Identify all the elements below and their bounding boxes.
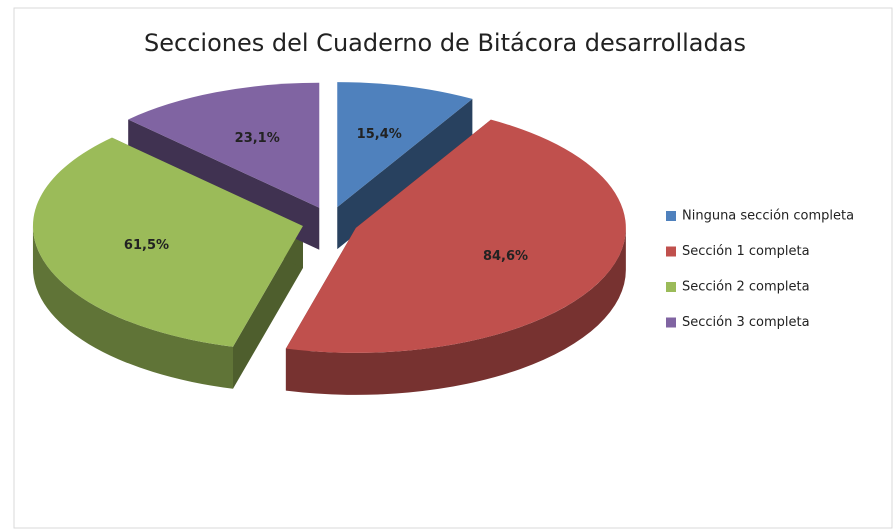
slice-tops: [32, 82, 626, 353]
pie-slice: [337, 82, 473, 208]
legend-swatch: [666, 317, 676, 328]
legend-label: Ninguna sección completa: [682, 209, 854, 224]
pie-slice: [285, 119, 626, 353]
value-label: 23,1%: [235, 131, 280, 146]
value-label: 61,5%: [124, 238, 169, 253]
legend-label: Sección 3 completa: [682, 315, 810, 330]
slice-wall: [337, 98, 473, 250]
slice-side: [285, 227, 626, 395]
legend-label: Sección 1 completa: [682, 244, 810, 259]
legend-swatch: [666, 282, 676, 292]
value-label: 84,6%: [483, 249, 528, 264]
legend-swatch: [666, 211, 676, 221]
value-label: 15,4%: [357, 127, 402, 142]
slice-side: [32, 225, 234, 389]
legend-label: Sección 2 completa: [682, 280, 810, 295]
pie-slice: [32, 137, 303, 347]
slice-wall: [233, 225, 303, 389]
legend-swatch: [666, 246, 676, 257]
chart-title: Secciones del Cuaderno de Bitácora desar…: [144, 29, 746, 57]
pie-slice: [128, 82, 320, 208]
